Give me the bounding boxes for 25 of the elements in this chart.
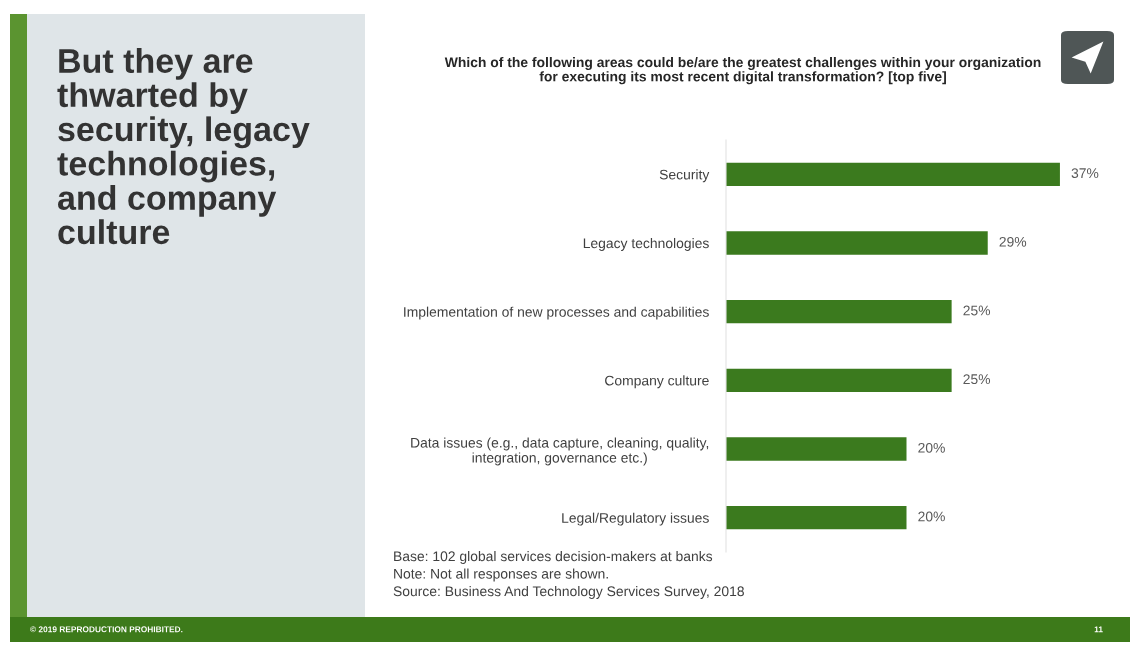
y-tick-label: Legal/Regulatory issues <box>562 512 709 526</box>
bar <box>726 231 988 255</box>
bar <box>726 505 907 530</box>
y-tick-label: Legacy technologies <box>583 237 709 251</box>
y-tick-label: Implementation of new processes and capabilities <box>404 306 709 320</box>
data-label: 20% <box>918 511 945 522</box>
y-tick-label: Company culture <box>605 375 709 389</box>
bar <box>726 299 952 324</box>
text: Note: Not all responses are shown. <box>394 568 608 582</box>
data-label: 29% <box>999 236 1027 247</box>
bar <box>726 368 952 393</box>
y-tick-label: Data issues (e.g., data capture, cleaning, quality, integration, governance etc.) <box>411 437 709 466</box>
source-note: Source: Business And Technology Services Survey, 2018 <box>393 586 744 599</box>
text: But they are thwarted by security, legacy technologies, and company culture <box>57 48 310 245</box>
data-label: 25% <box>963 305 991 316</box>
text: © 2019 REPRODUCTION PROHIBITED. <box>30 626 183 633</box>
chart-subtitle: Which of the following areas could be/are the greatest challenges within your organization for executing its most recent digital transformation? [top five] <box>444 57 1041 85</box>
bar <box>726 162 1060 187</box>
data-label: 20% <box>918 442 945 453</box>
text: 11 <box>1094 626 1103 633</box>
y-tick-label: Security <box>659 169 710 183</box>
data-label: 25% <box>963 374 991 385</box>
bar <box>726 437 907 461</box>
data-label: 37% <box>1071 168 1099 179</box>
text: Base: 102 global services decision-makers at banks <box>394 551 713 564</box>
